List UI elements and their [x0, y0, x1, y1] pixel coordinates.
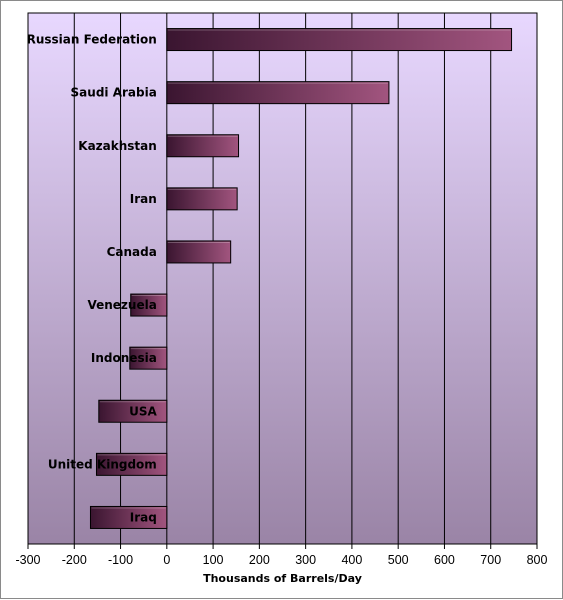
- category-label: Venezuela: [87, 298, 156, 312]
- x-tick-label: 700: [480, 553, 501, 567]
- bar: [129, 346, 168, 370]
- bar: [166, 240, 232, 264]
- category-label: Russian Federation: [27, 33, 157, 47]
- bar: [98, 399, 168, 423]
- x-tick-label: 300: [295, 553, 316, 567]
- x-tick-label: 0: [163, 553, 170, 567]
- x-tick-label: 100: [203, 553, 224, 567]
- x-tick-label: -200: [62, 553, 87, 567]
- x-tick-label: -100: [108, 553, 133, 567]
- x-tick-label: 500: [388, 553, 409, 567]
- bar: [166, 28, 513, 52]
- category-label: Indonesia: [91, 351, 157, 365]
- category-label: Kazakhstan: [78, 139, 157, 153]
- bars: [89, 28, 513, 529]
- x-tick-label: -300: [15, 553, 40, 567]
- x-tick-label: 400: [341, 553, 362, 567]
- bar: [166, 81, 390, 105]
- x-tick-label: 200: [249, 553, 270, 567]
- bar: [130, 293, 168, 317]
- category-label: United Kingdom: [48, 457, 157, 471]
- x-tick-label: 600: [434, 553, 455, 567]
- bar: [95, 452, 168, 476]
- category-label: Iraq: [130, 510, 157, 524]
- bar: [166, 187, 238, 211]
- x-tick-labels: -300 -200 -100 0 100 200 300 400 500 600 700 800: [15, 553, 547, 567]
- bar: [166, 134, 240, 158]
- category-label: Canada: [107, 245, 157, 259]
- category-label: Iran: [130, 192, 157, 206]
- x-axis-title: Thousands of Barrels/Day: [203, 572, 362, 585]
- category-label: Saudi Arabia: [71, 86, 157, 100]
- category-labels: Russian Federation Saudi Arabia Kazakhstan…: [27, 33, 158, 525]
- x-tick-label: 800: [527, 553, 548, 567]
- bar: [89, 505, 168, 529]
- category-label: USA: [129, 404, 157, 418]
